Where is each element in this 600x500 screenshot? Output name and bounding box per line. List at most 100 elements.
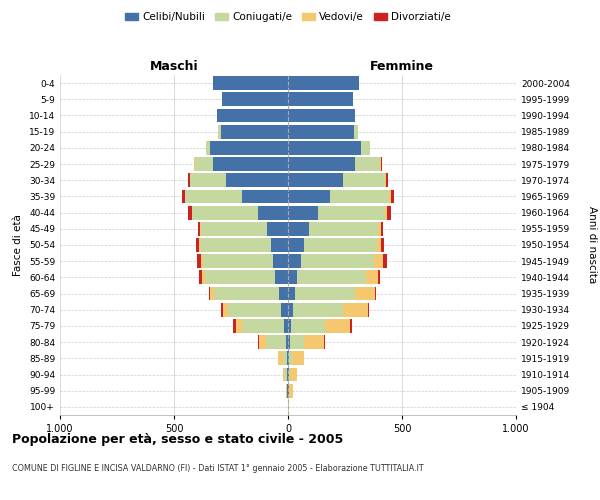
Bar: [330, 190, 389, 203]
Bar: [381, 222, 383, 235]
Bar: [259, 336, 266, 349]
Bar: [325, 319, 350, 333]
Bar: [214, 286, 279, 300]
Bar: [273, 254, 288, 268]
Bar: [205, 270, 275, 284]
Bar: [278, 352, 283, 365]
Bar: [200, 238, 271, 252]
Bar: [289, 368, 290, 382]
Bar: [289, 384, 293, 398]
Bar: [288, 303, 293, 316]
Bar: [343, 303, 368, 316]
Bar: [259, 206, 288, 220]
Legend: Celibi/Nubili, Coniugati/e, Vedovi/e, Divorziati/e: Celibi/Nubili, Coniugati/e, Vedovi/e, Di…: [121, 8, 455, 26]
Bar: [386, 174, 388, 187]
Bar: [227, 303, 281, 316]
Bar: [211, 286, 214, 300]
Bar: [381, 157, 382, 171]
Bar: [350, 319, 352, 333]
Bar: [284, 319, 288, 333]
Bar: [385, 174, 386, 187]
Bar: [213, 157, 288, 171]
Bar: [295, 286, 355, 300]
Bar: [209, 286, 211, 300]
Bar: [382, 238, 384, 252]
Text: Femmine: Femmine: [370, 60, 434, 72]
Bar: [287, 384, 288, 398]
Bar: [288, 336, 290, 349]
Bar: [288, 108, 355, 122]
Bar: [288, 206, 317, 220]
Bar: [361, 141, 370, 154]
Bar: [288, 270, 297, 284]
Bar: [377, 238, 382, 252]
Bar: [304, 238, 377, 252]
Bar: [387, 206, 391, 220]
Bar: [355, 157, 380, 171]
Text: Popolazione per età, sesso e stato civile - 2005: Popolazione per età, sesso e stato civil…: [12, 432, 343, 446]
Bar: [218, 125, 221, 138]
Bar: [286, 384, 287, 398]
Bar: [222, 92, 288, 106]
Bar: [297, 270, 365, 284]
Bar: [242, 190, 288, 203]
Bar: [221, 125, 288, 138]
Bar: [221, 303, 223, 316]
Bar: [283, 368, 285, 382]
Bar: [268, 222, 288, 235]
Bar: [288, 174, 343, 187]
Bar: [200, 222, 202, 235]
Bar: [203, 254, 273, 268]
Bar: [200, 254, 203, 268]
Bar: [191, 206, 192, 220]
Bar: [374, 286, 376, 300]
Bar: [368, 303, 370, 316]
Bar: [288, 222, 308, 235]
Bar: [188, 206, 191, 220]
Bar: [391, 190, 394, 203]
Bar: [288, 190, 330, 203]
Bar: [365, 270, 378, 284]
Y-axis label: Fasce di età: Fasce di età: [13, 214, 23, 276]
Bar: [354, 125, 358, 138]
Bar: [304, 336, 325, 349]
Bar: [289, 352, 292, 365]
Bar: [343, 174, 385, 187]
Bar: [293, 303, 343, 316]
Bar: [288, 384, 289, 398]
Bar: [217, 108, 288, 122]
Bar: [283, 352, 287, 365]
Bar: [288, 254, 301, 268]
Bar: [385, 206, 387, 220]
Bar: [301, 254, 373, 268]
Bar: [288, 157, 355, 171]
Bar: [288, 286, 295, 300]
Bar: [188, 174, 190, 187]
Bar: [213, 76, 288, 90]
Bar: [287, 368, 288, 382]
Bar: [196, 238, 199, 252]
Bar: [288, 368, 289, 382]
Bar: [198, 222, 200, 235]
Bar: [281, 303, 288, 316]
Bar: [194, 157, 213, 171]
Bar: [199, 238, 200, 252]
Bar: [355, 286, 374, 300]
Bar: [211, 141, 288, 154]
Bar: [286, 336, 288, 349]
Bar: [271, 238, 288, 252]
Bar: [185, 190, 242, 203]
Bar: [223, 303, 227, 316]
Bar: [266, 336, 286, 349]
Bar: [202, 270, 205, 284]
Bar: [317, 206, 385, 220]
Bar: [206, 141, 211, 154]
Bar: [292, 352, 304, 365]
Bar: [288, 319, 291, 333]
Bar: [290, 336, 304, 349]
Text: Anni di nascita: Anni di nascita: [587, 206, 597, 284]
Bar: [288, 92, 353, 106]
Bar: [226, 174, 288, 187]
Bar: [192, 206, 259, 220]
Bar: [242, 319, 284, 333]
